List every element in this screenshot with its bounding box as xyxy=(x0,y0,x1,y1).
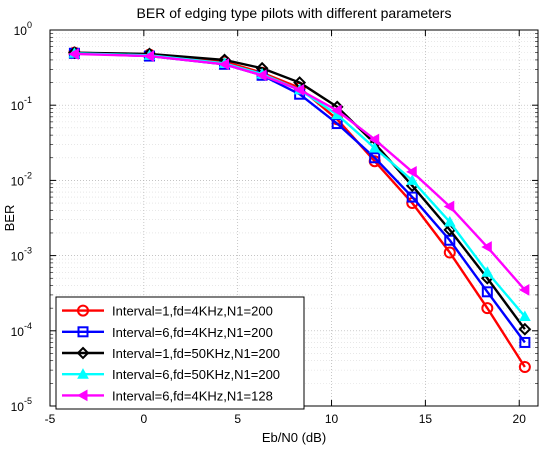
legend-item: Interval=6,fd=4KHz,N1=200 xyxy=(62,325,273,340)
data-marker xyxy=(77,304,89,317)
legend-label: Interval=6,fd=4KHz,N1=200 xyxy=(112,325,273,340)
data-marker xyxy=(481,266,494,277)
data-marker xyxy=(368,133,380,146)
legend-item: Interval=6,fd=4KHz,N1=128 xyxy=(62,388,273,403)
data-marker xyxy=(519,336,531,348)
y-tick-label: 10-5 xyxy=(11,396,32,414)
legend-label: Interval=1,fd=4KHz,N1=200 xyxy=(112,304,273,319)
y-tick-exponent: 0 xyxy=(27,20,32,30)
y-tick-base: 10 xyxy=(11,99,25,113)
data-marker xyxy=(443,215,456,227)
legend-item: Interval=1,fd=50KHz,N1=200 xyxy=(62,346,280,361)
data-marker xyxy=(518,361,531,374)
data-marker xyxy=(518,322,532,336)
data-marker xyxy=(77,368,89,379)
y-tick-base: 10 xyxy=(11,250,25,264)
data-marker xyxy=(76,389,88,402)
legend-item: Interval=1,fd=4KHz,N1=200 xyxy=(62,304,273,319)
chart-title: BER of edging type pilots with different… xyxy=(137,5,452,21)
data-marker xyxy=(518,284,530,296)
data-marker xyxy=(519,310,531,321)
series-5 xyxy=(68,48,530,296)
data-marker xyxy=(406,165,417,178)
y-tick-exponent: -1 xyxy=(24,95,32,105)
data-marker xyxy=(68,48,79,60)
data-marker xyxy=(406,191,418,203)
legend: Interval=1,fd=4KHz,N1=200 Interval=6,fd=4… xyxy=(55,296,305,410)
series-line xyxy=(74,51,526,330)
y-tick-label: 10-4 xyxy=(11,321,32,339)
legend-label: Interval=1,fd=50KHz,N1=200 xyxy=(112,346,280,361)
series-layer xyxy=(67,46,532,374)
data-marker xyxy=(256,69,267,82)
x-tick-label: 10 xyxy=(325,412,339,426)
y-tick-label: 100 xyxy=(14,20,32,38)
y-tick-label: 10-2 xyxy=(11,170,32,188)
x-axis-label: Eb/N0 (dB) xyxy=(262,430,326,445)
y-tick-base: 10 xyxy=(11,174,25,188)
x-tick-label: 20 xyxy=(513,412,527,426)
data-marker xyxy=(293,84,305,96)
y-tick-exponent: -3 xyxy=(24,246,32,256)
y-axis-label: BER xyxy=(2,205,17,232)
y-tick-label: 10-3 xyxy=(11,246,32,264)
data-marker xyxy=(481,286,493,298)
x-tick-label: 0 xyxy=(141,412,148,426)
data-marker xyxy=(331,104,342,117)
x-tick-label: -5 xyxy=(45,412,56,426)
data-marker xyxy=(481,302,494,315)
data-marker xyxy=(443,246,456,259)
data-marker xyxy=(76,346,90,360)
data-marker xyxy=(143,50,154,62)
data-marker xyxy=(218,58,230,71)
x-tick-label: 15 xyxy=(419,412,433,426)
y-tick-label: 10-1 xyxy=(11,95,32,113)
data-marker xyxy=(368,141,381,153)
data-marker xyxy=(369,152,381,164)
data-marker xyxy=(406,174,419,185)
legend-label: Interval=6,fd=4KHz,N1=128 xyxy=(112,388,273,403)
y-tick-base: 10 xyxy=(11,400,25,414)
data-marker xyxy=(443,200,455,213)
data-marker xyxy=(481,241,492,253)
y-tick-base: 10 xyxy=(14,24,28,38)
y-tick-exponent: -2 xyxy=(24,170,32,180)
y-tick-exponent: -5 xyxy=(24,396,32,406)
x-tick-label: 5 xyxy=(234,412,241,426)
data-marker xyxy=(77,326,89,338)
y-tick-exponent: -4 xyxy=(24,321,32,331)
legend-item: Interval=6,fd=50KHz,N1=200 xyxy=(62,367,280,382)
y-tick-base: 10 xyxy=(11,325,25,339)
legend-label: Interval=6,fd=50KHz,N1=200 xyxy=(112,367,280,382)
